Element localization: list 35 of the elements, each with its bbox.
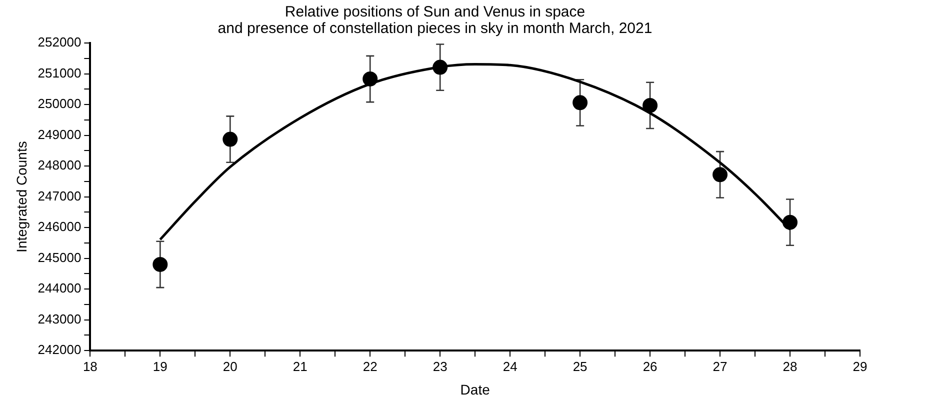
x-tick-label: 29 — [852, 358, 868, 374]
x-tick-label: 21 — [292, 358, 308, 374]
y-tick-label: 246000 — [38, 219, 82, 234]
y-axis-title: Integrated Counts — [13, 141, 30, 252]
y-tick-label: 248000 — [38, 158, 82, 173]
point — [782, 214, 798, 230]
text: Relative positions of Sun and Venus in space — [284, 3, 586, 20]
point — [152, 256, 168, 272]
y-tick-label: 251000 — [38, 65, 82, 80]
x-tick-label: 18 — [82, 358, 98, 374]
y-tick-label: 242000 — [38, 342, 82, 358]
x-tick-label: 23 — [432, 358, 448, 374]
x-tick-label: 22 — [362, 358, 378, 374]
x-tick-label: 19 — [152, 358, 168, 374]
x-tick-label: 27 — [712, 358, 728, 374]
y-tick-label: 243000 — [38, 311, 82, 326]
text: and presence of constellation pieces in sky in month March, 2021 — [218, 20, 652, 37]
point — [362, 71, 378, 86]
point — [572, 95, 588, 110]
x-tick-label: 26 — [642, 358, 658, 374]
x-tick-label: 25 — [572, 358, 588, 374]
y-tick-label: 244000 — [38, 280, 82, 296]
y-tick-label: 250000 — [38, 96, 82, 112]
x-tick-label: 20 — [222, 358, 238, 374]
point — [222, 132, 238, 147]
x-axis-title: Date — [460, 381, 490, 398]
y-tick-label: 247000 — [38, 188, 82, 204]
y-tick-label: 249000 — [38, 126, 82, 142]
x-tick-label: 28 — [782, 358, 798, 374]
point — [712, 167, 728, 182]
point — [432, 60, 448, 75]
y-tick-label: 252000 — [38, 34, 82, 50]
point — [642, 98, 658, 113]
y-tick-label: 245000 — [38, 250, 82, 265]
x-tick-label: 24 — [502, 358, 518, 374]
